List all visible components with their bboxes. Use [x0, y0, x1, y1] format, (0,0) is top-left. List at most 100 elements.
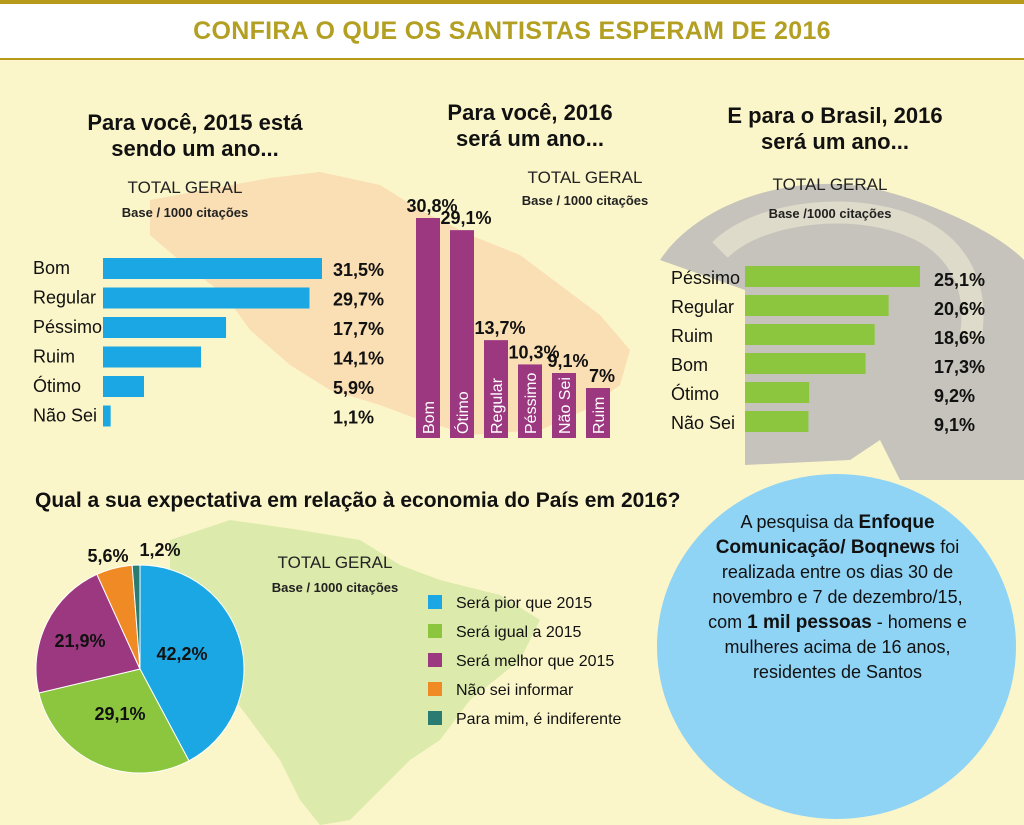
chart2-category-label: Regular — [489, 377, 506, 434]
chart3-bar — [745, 353, 866, 374]
chart1-category-label: Regular — [33, 288, 96, 308]
chart3-category-label: Ruim — [671, 326, 713, 346]
pie-legend: Será pior que 2015 Será igual a 2015 Ser… — [428, 595, 621, 740]
info-text: A pesquisa da Enfoque Comunicação/ Boqne… — [700, 510, 975, 685]
chart2-bar — [484, 340, 508, 438]
chart3-category-label: Péssimo — [671, 268, 740, 288]
chart2-category-label: Não Sei — [557, 377, 574, 434]
chart2-base-label: Base / 1000 citações — [521, 193, 649, 208]
pie-value-label: 42,2% — [156, 644, 207, 664]
chart2-bar — [552, 373, 576, 438]
chart1-value-label: 29,7% — [333, 290, 384, 310]
santos-map-shape — [150, 172, 630, 435]
legend-label: Será melhor que 2015 — [456, 653, 615, 670]
chart2-category-label: Ruim — [591, 397, 608, 434]
chart2-bar — [416, 218, 440, 438]
chart3-bar — [745, 266, 920, 287]
legend-label: Não sei informar — [456, 682, 574, 699]
pie-slice — [131, 564, 141, 670]
chart3-value-label: 17,3% — [934, 357, 985, 377]
info-text-part: A pesquisa da — [740, 512, 859, 532]
chart3-bar — [745, 324, 875, 345]
page-title: CONFIRA O QUE OS SANTISTAS ESPERAM DE 20… — [193, 17, 831, 45]
chart2-value-label: 30,8% — [406, 196, 457, 216]
chart1-base-label: Base / 1000 citações — [121, 205, 249, 220]
brazil-map-shape — [170, 520, 540, 825]
chart3-value-label: 9,1% — [934, 415, 975, 435]
pie-title: Qual a sua expectativa em relação à econ… — [35, 489, 681, 512]
chart3-title: E para o Brasil, 2016 será um ano... — [700, 103, 970, 155]
chart1-bar — [103, 317, 227, 338]
chart1-category-label: Ótimo — [33, 375, 81, 396]
legend-item: Não sei informar — [428, 682, 621, 711]
info-text-bold: 1 mil pessoas — [747, 612, 872, 633]
chart1-title-line2: sendo um ano... — [111, 136, 279, 161]
info-circle — [657, 474, 1016, 819]
pie-base-label: Base / 1000 citações — [271, 580, 399, 595]
chart2-title-line2: será um ano... — [456, 126, 604, 151]
chart2-title: Para você, 2016 será um ano... — [420, 100, 640, 152]
chart3-category-label: Regular — [671, 297, 734, 317]
chart3-total-label: TOTAL GERAL — [772, 175, 888, 194]
chart3-value-label: 9,2% — [934, 386, 975, 406]
legend-label: Para mim, é indiferente — [456, 711, 622, 728]
legend-swatch — [428, 682, 442, 696]
chart2-value-label: 9,1% — [547, 351, 588, 371]
chart2-total-label: TOTAL GERAL — [527, 168, 643, 187]
pie-slice — [38, 668, 190, 774]
header-bar: CONFIRA O QUE OS SANTISTAS ESPERAM DE 20… — [0, 0, 1024, 60]
chart2-value-label: 7% — [589, 366, 615, 386]
info-text-part: foi realizada entre os dias 30 de novemb… — [708, 537, 963, 632]
pie-value-label: 1,2% — [139, 540, 180, 560]
pie-slice — [139, 564, 245, 762]
legend-swatch — [428, 595, 442, 609]
chart3-value-label: 25,1% — [934, 270, 985, 290]
pie-slice — [35, 573, 141, 694]
chart1-bar — [103, 287, 310, 309]
chart1-category-label: Não Sei — [33, 406, 97, 426]
chart2-title-line1: Para você, 2016 — [447, 100, 613, 125]
pie-value-label: 5,6% — [87, 546, 128, 566]
chart3-category-label: Bom — [671, 355, 708, 375]
chart3-bar — [745, 382, 810, 403]
chart2-bar — [586, 388, 610, 438]
chart2-category-label: Ótimo — [453, 391, 472, 434]
info-text-bold: Enfoque Comunicação/ Boqnews — [715, 512, 936, 558]
pie-total-label: TOTAL GERAL — [277, 553, 393, 572]
chart1-value-label: 1,1% — [333, 408, 374, 428]
chart1-bar — [103, 258, 322, 279]
chart1-value-label: 14,1% — [333, 349, 384, 369]
chart3-title-line2: será um ano... — [761, 129, 909, 154]
chart3-title-line1: E para o Brasil, 2016 — [727, 103, 943, 128]
chart1-bar — [103, 405, 111, 427]
chart1-category-label: Péssimo — [33, 317, 102, 337]
chart1-bar — [103, 376, 145, 397]
chart2-value-label: 13,7% — [474, 318, 525, 338]
pie-value-label: 21,9% — [54, 631, 105, 651]
chart1-value-label: 31,5% — [333, 260, 384, 280]
chart2-category-label: Péssimo — [523, 373, 540, 434]
globe-ring — [712, 201, 984, 343]
chart3-bar — [745, 295, 889, 316]
chart2-value-label: 29,1% — [440, 208, 491, 228]
legend-item: Será melhor que 2015 — [428, 653, 621, 682]
chart1-value-label: 5,9% — [333, 378, 374, 398]
legend-item: Para mim, é indiferente — [428, 711, 621, 740]
chart1-title: Para você, 2015 está sendo um ano... — [60, 110, 330, 162]
legend-swatch — [428, 711, 442, 725]
legend-item: Será igual a 2015 — [428, 624, 621, 653]
info-text-part: - homens e mulheres acima de 16 anos, re… — [724, 612, 967, 682]
chart3-base-label: Base /1000 citações — [768, 206, 892, 221]
chart2-category-label: Bom — [421, 401, 438, 434]
chart1-category-label: Ruim — [33, 347, 75, 367]
chart1-value-label: 17,7% — [333, 319, 384, 339]
chart3-bar — [745, 411, 809, 432]
chart1-bar — [103, 346, 202, 368]
chart1-total-label: TOTAL GERAL — [127, 178, 243, 197]
chart1-category-label: Bom — [33, 258, 70, 278]
legend-label: Será igual a 2015 — [456, 624, 582, 641]
legend-item: Será pior que 2015 — [428, 595, 621, 624]
chart1-title-line1: Para você, 2015 está — [87, 110, 303, 135]
